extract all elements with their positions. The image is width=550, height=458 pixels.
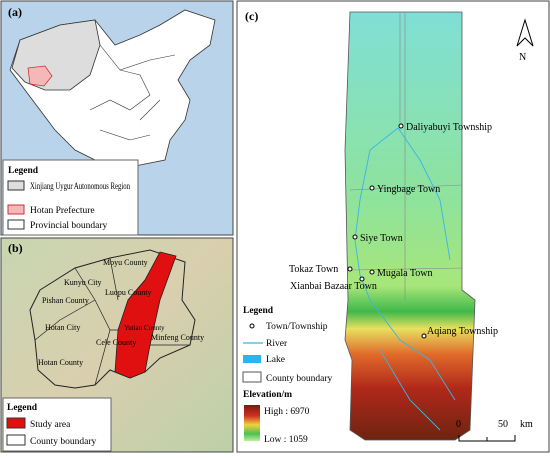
county-label: Moyu County	[103, 258, 148, 267]
scale-unit: km	[520, 419, 533, 430]
legend-item: River	[266, 339, 288, 349]
town-label: Mugala Town	[377, 268, 433, 279]
hotan	[27, 65, 53, 87]
legend-item: Lake	[266, 355, 285, 365]
county-label: Luopu County	[105, 288, 151, 297]
legend-title: Legend	[7, 403, 38, 413]
province-lines	[89, 44, 176, 141]
county-label: Cele County	[96, 338, 136, 347]
legend-swatch	[243, 355, 261, 363]
legend-box	[2, 159, 139, 236]
boundaries	[349, 12, 463, 300]
panel-label: (b)	[8, 241, 23, 255]
county-label: Minfeng County	[151, 333, 204, 342]
legend-title: Legend	[8, 166, 39, 176]
legend-item: Hotan Prefecture	[30, 205, 95, 216]
legend-swatch	[7, 180, 25, 191]
scale-tick: 50	[498, 419, 508, 430]
north-arrow	[516, 18, 534, 47]
scale-tick: 0	[456, 419, 461, 430]
study-area-dem	[344, 11, 476, 441]
scale-bar	[458, 435, 516, 442]
towns: Daliyabuyi Township Yingbage Town Siye T…	[289, 122, 498, 339]
elevation-high: High : 6970	[264, 407, 310, 417]
county-label: Yutian County	[124, 324, 165, 332]
county-label: Hotan City	[45, 323, 80, 332]
county-lines	[34, 257, 190, 386]
town-label: Siye Town	[360, 233, 403, 244]
north-label: N	[519, 52, 526, 63]
legend-swatch	[6, 434, 26, 446]
elevation-title: Elevation/m	[243, 390, 292, 400]
legend-swatch	[6, 417, 26, 429]
county-label: Pishan County	[42, 296, 89, 305]
county-labels: Moyu County Kunyu City Luopu County Pish…	[38, 258, 204, 367]
legend-swatch	[7, 219, 25, 230]
legend-item: County boundary	[266, 374, 332, 384]
legend-title: Legend	[243, 306, 274, 316]
town-label: Xianbai Bazaar Town	[290, 281, 377, 292]
panel-label: (a)	[8, 5, 22, 19]
panel-b: (b) Moyu County Kunyu City Luopu County …	[0, 237, 234, 453]
town-label: Daliyabuyi Township	[406, 122, 492, 133]
panel-a: (a) Legend Xinjiang Uygur Autonomous Reg…	[0, 0, 234, 236]
elevation-low: Low : 1059	[264, 435, 308, 445]
town-label: Xianbai Bazaar Town	[290, 281, 377, 292]
legend-item: Provincial boundary	[30, 221, 108, 231]
legend-swatch	[7, 204, 25, 215]
town-label: Yingbage Town	[377, 184, 440, 195]
town-label: Tokaz Town	[289, 264, 338, 275]
legend-item: County boundary	[30, 437, 96, 447]
legend-item: Study area	[30, 420, 71, 430]
panel-label: (c)	[245, 9, 258, 23]
legend-swatch	[242, 371, 262, 383]
rivers	[354, 127, 456, 431]
town-label: Aqiang Township	[427, 326, 498, 337]
legend-swatch	[249, 323, 255, 329]
legend-item: Xinjiang Uygur Autonomous Region	[30, 182, 130, 192]
panel-c: (c) N Daliyabuyi Township Yingbage Town …	[236, 0, 550, 453]
county-label: Hotan County	[38, 358, 83, 367]
county-label: Kunyu City	[64, 278, 102, 287]
elevation-bar	[244, 405, 260, 441]
legend-item: Town/Township	[266, 322, 328, 332]
